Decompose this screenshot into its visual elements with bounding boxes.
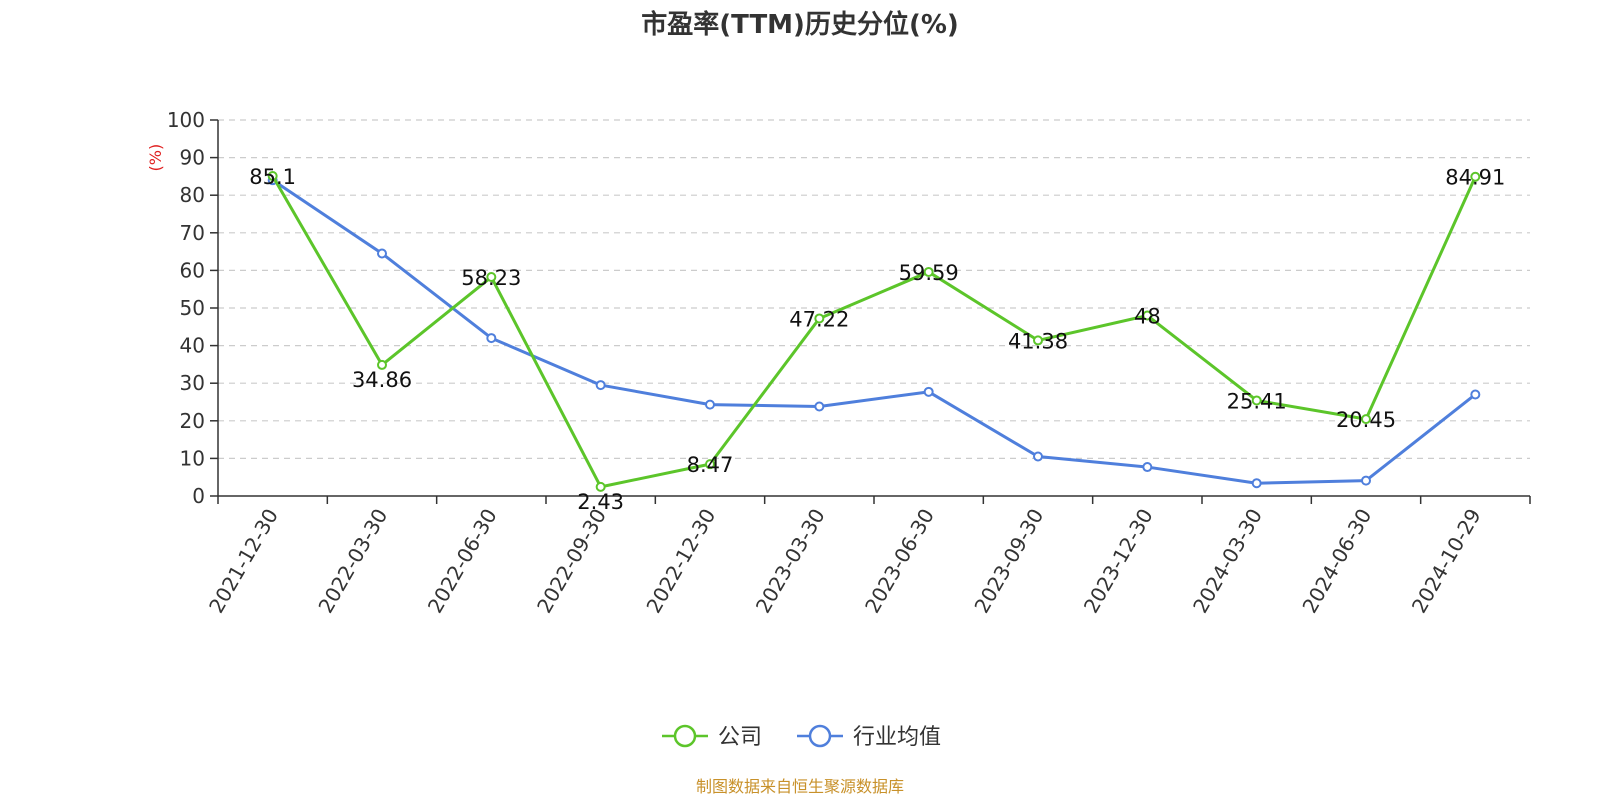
y-tick-label: 90 — [180, 146, 205, 170]
x-tick-label: 2023-03-30 — [751, 505, 830, 618]
y-tick-label: 50 — [180, 296, 205, 320]
data-point — [595, 380, 606, 391]
data-point — [1361, 475, 1371, 486]
x-tick-label: 2023-09-30 — [969, 505, 1048, 618]
y-axis-ticks: 0 10 20 30 40 50 60 70 80 90 100 — [167, 108, 218, 508]
chart-title: 市盈率(TTM)历史分位(%) — [641, 9, 959, 40]
data-point — [1470, 171, 1481, 182]
series-line — [271, 178, 1477, 485]
x-tick-label: 2022-03-30 — [313, 505, 392, 618]
y-tick-label: 100 — [167, 108, 205, 132]
x-tick-label: 2022-09-30 — [532, 505, 611, 618]
x-tick-label: 2024-10-29 — [1407, 505, 1486, 618]
x-tick-label: 2022-06-30 — [423, 505, 502, 618]
y-tick-label: 0 — [192, 484, 205, 508]
legend-label: 公司 — [718, 725, 762, 750]
data-label: 84.91 — [1445, 166, 1505, 190]
x-tick-label: 2024-03-30 — [1188, 505, 1267, 618]
y-axis-label: (%) — [146, 144, 165, 172]
data-point — [377, 248, 387, 259]
y-tick-label: 80 — [180, 183, 205, 207]
grid — [218, 119, 1530, 459]
data-point — [1361, 414, 1371, 425]
data-point — [1033, 451, 1043, 462]
data-label: 58.23 — [461, 266, 521, 290]
data-point — [923, 386, 934, 397]
data-label: 41.38 — [1008, 329, 1068, 353]
y-tick-label: 10 — [180, 446, 205, 470]
x-axis-ticks: 2021-12-30 2022-03-30 2022-06-30 2022-09-30… — [204, 496, 1531, 618]
x-tick-label: 2023-06-30 — [860, 505, 939, 618]
data-label: 2.43 — [577, 490, 624, 514]
data-label: 34.86 — [352, 368, 412, 392]
x-tick-label: 2023-12-30 — [1079, 505, 1158, 618]
data-point — [1251, 478, 1262, 489]
data-labels: 85.1 34.86 58.23 2.43 8.47 47.22 59.59 41.38 48 2… — [249, 165, 1505, 514]
data-point — [1470, 389, 1481, 400]
legend[interactable]: 公司 行业均值 — [662, 724, 941, 750]
data-point — [705, 459, 715, 470]
data-point — [705, 399, 715, 410]
y-tick-label: 70 — [180, 221, 205, 245]
data-point — [1142, 310, 1153, 321]
x-tick-label: 2024-06-30 — [1297, 505, 1376, 618]
data-label: 25.41 — [1227, 389, 1287, 413]
data-label: 47.22 — [789, 307, 849, 331]
x-tick-label: 2022-12-30 — [641, 505, 720, 618]
series-group — [267, 171, 1481, 492]
data-label: 8.47 — [687, 453, 734, 477]
data-point — [595, 481, 606, 492]
data-label: 48 — [1134, 305, 1161, 329]
data-point — [486, 333, 497, 344]
data-point — [814, 313, 825, 324]
legend-marker — [808, 724, 832, 748]
data-point — [486, 272, 497, 283]
data-label: 85.1 — [249, 165, 296, 189]
y-tick-label: 60 — [180, 258, 205, 282]
series-line — [271, 175, 1477, 489]
data-point — [1251, 395, 1262, 406]
data-point — [377, 359, 387, 370]
source-note: 制图数据来自恒生聚源数据库 — [696, 777, 904, 796]
data-point — [1142, 462, 1153, 473]
y-tick-label: 30 — [180, 371, 205, 395]
legend-marker — [673, 724, 697, 748]
data-label: 20.45 — [1336, 408, 1396, 432]
legend-label: 行业均值 — [853, 725, 941, 750]
data-point — [923, 266, 934, 277]
y-tick-label: 40 — [180, 334, 205, 358]
data-point — [267, 171, 278, 182]
data-point — [814, 401, 825, 412]
y-tick-label: 20 — [180, 409, 205, 433]
data-point — [1033, 335, 1043, 346]
data-label: 59.59 — [899, 261, 959, 285]
x-tick-label: 2021-12-30 — [204, 505, 283, 618]
